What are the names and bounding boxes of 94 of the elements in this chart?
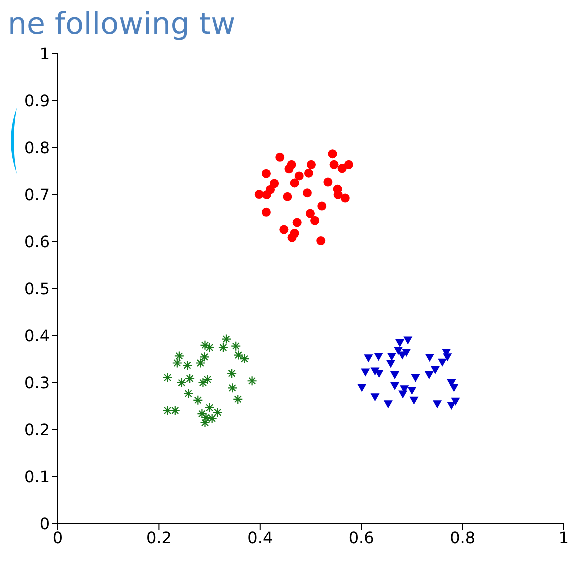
- point: [390, 372, 400, 380]
- point: [233, 394, 244, 404]
- point: [182, 360, 193, 371]
- y-tick-label: 0.6: [24, 232, 50, 252]
- point: [306, 209, 315, 218]
- point: [290, 178, 300, 188]
- y-tick-label: 0.9: [24, 92, 50, 111]
- point: [262, 169, 271, 178]
- point: [280, 225, 289, 234]
- y-tick-label: 0.2: [24, 420, 50, 440]
- y-tick-label: 0.1: [24, 468, 50, 487]
- point: [390, 382, 400, 390]
- point: [294, 172, 304, 181]
- point: [200, 340, 210, 350]
- point: [198, 378, 208, 388]
- point: [450, 384, 459, 392]
- point: [410, 396, 419, 405]
- point: [387, 353, 396, 362]
- point: [364, 354, 374, 363]
- x-tick-label: 1: [558, 528, 570, 548]
- point: [386, 360, 396, 368]
- point: [193, 395, 204, 406]
- point: [170, 406, 180, 416]
- point: [384, 400, 393, 409]
- point: [228, 383, 238, 394]
- point: [212, 408, 223, 418]
- point: [396, 340, 405, 348]
- point: [276, 152, 285, 162]
- point: [218, 342, 229, 353]
- point: [424, 372, 434, 380]
- point: [374, 353, 384, 362]
- point: [254, 190, 264, 200]
- point: [338, 164, 347, 174]
- point: [284, 164, 294, 174]
- point: [304, 168, 314, 178]
- point: [370, 394, 380, 402]
- y-tick-label: 0.7: [24, 186, 50, 205]
- text: ne following tw: [8, 7, 236, 42]
- point: [201, 412, 212, 423]
- point: [310, 216, 320, 226]
- y-tick-label: 1: [40, 44, 50, 64]
- point: [247, 376, 258, 386]
- point: [330, 160, 339, 170]
- point: [451, 398, 460, 406]
- point: [196, 358, 206, 368]
- point: [425, 354, 434, 362]
- point: [202, 374, 213, 385]
- point: [240, 354, 250, 364]
- point: [200, 352, 210, 362]
- point: [328, 150, 338, 159]
- point: [334, 190, 343, 200]
- point: [184, 388, 194, 399]
- point: [318, 202, 327, 211]
- x-tick-label: 0.8: [450, 528, 476, 548]
- point: [316, 236, 326, 246]
- x-tick-label: 0.4: [248, 528, 274, 548]
- y-tick-label: 0.8: [24, 138, 50, 158]
- point: [231, 341, 242, 352]
- point: [234, 350, 244, 360]
- point: [262, 190, 272, 200]
- point: [162, 372, 173, 383]
- x-tick-label: 0: [52, 528, 64, 548]
- point: [344, 160, 354, 170]
- point: [221, 334, 232, 344]
- point: [283, 192, 292, 202]
- point: [408, 387, 417, 396]
- y-tick-label: 0.5: [24, 280, 50, 299]
- point: [302, 188, 312, 198]
- point: [172, 358, 182, 368]
- point: [398, 390, 408, 399]
- point: [162, 406, 173, 416]
- x-tick-label: 0.6: [348, 528, 374, 548]
- point: [340, 194, 350, 203]
- point: [174, 351, 184, 362]
- point: [438, 358, 448, 367]
- point: [358, 384, 367, 392]
- y-tick-label: 0: [40, 514, 50, 534]
- point: [204, 342, 215, 353]
- point: [361, 368, 370, 377]
- point: [411, 374, 420, 382]
- point: [307, 160, 316, 170]
- point: [324, 178, 333, 187]
- y-tick-label: 0.4: [24, 326, 50, 346]
- x-tick-label: 0.2: [146, 528, 172, 548]
- point: [262, 208, 271, 217]
- point: [433, 400, 442, 409]
- point: [227, 368, 238, 379]
- point: [292, 218, 302, 228]
- point: [443, 354, 452, 362]
- point: [394, 347, 404, 356]
- point: [404, 336, 413, 345]
- point: [288, 233, 297, 242]
- y-tick-label: 0.3: [24, 374, 50, 393]
- point: [430, 366, 440, 374]
